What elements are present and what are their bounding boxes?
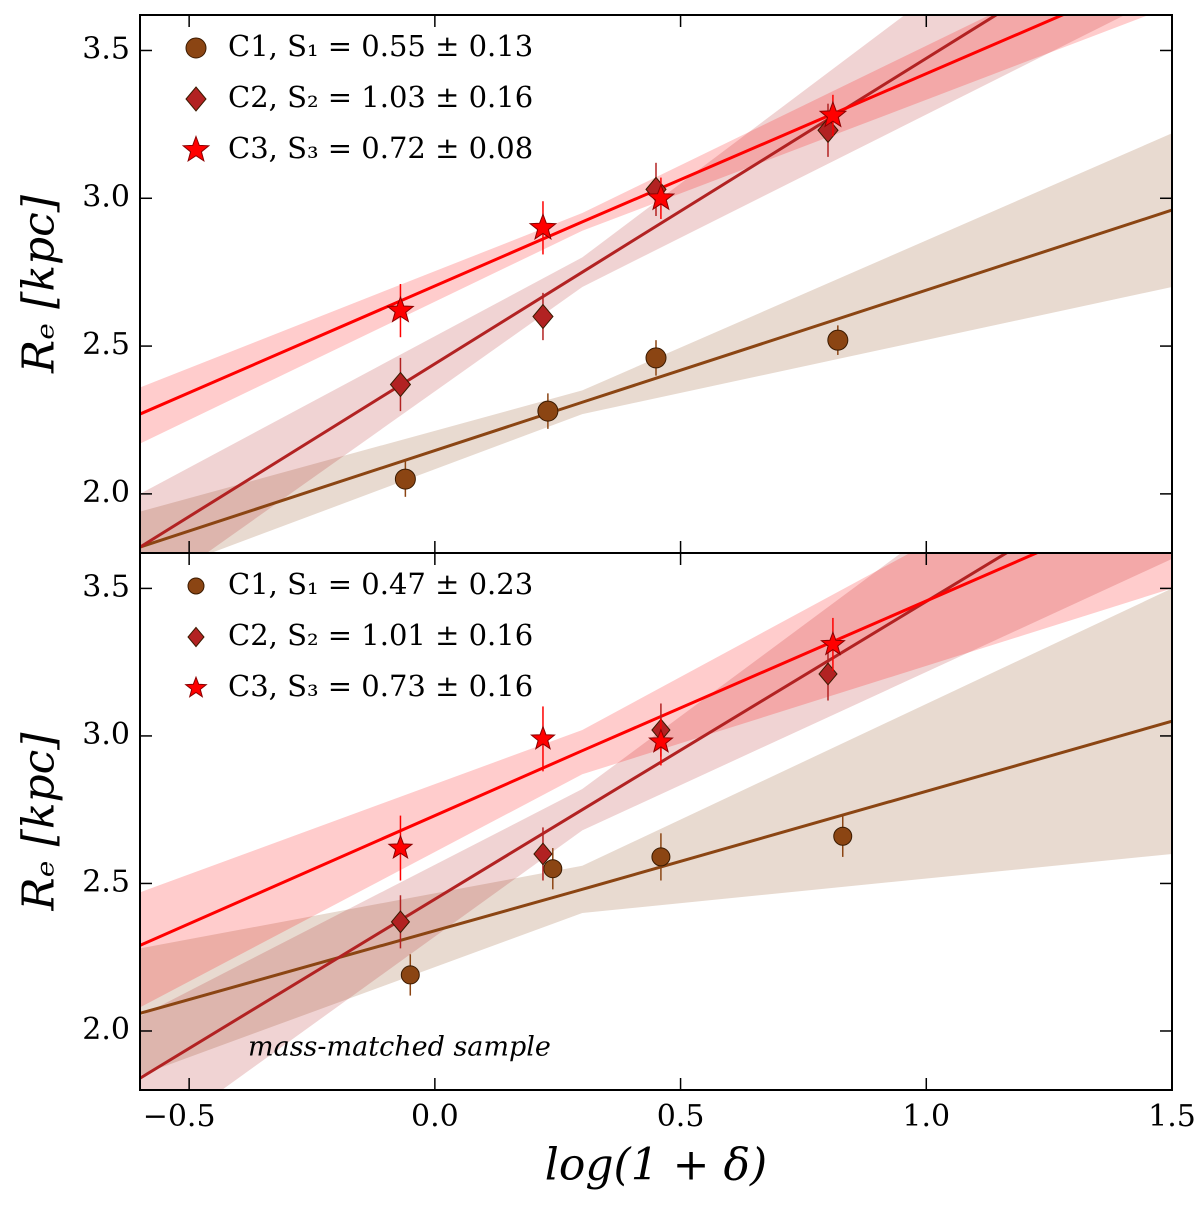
marker-star [648,728,674,753]
fit-line [140,15,999,549]
confidence-band [140,133,1172,553]
marker-circle [400,965,420,985]
fit-line [140,208,1172,549]
marker-star [818,100,848,128]
marker-star [528,212,558,240]
y-tick-label: 3.0 [82,717,130,752]
y-tick-label: 2.5 [82,864,130,899]
marker-diamond [533,842,553,866]
legend-label: C2, S₂ = 1.01 ± 0.16 [228,618,533,652]
legend-label: C1, S₁ = 0.55 ± 0.13 [228,29,533,63]
y-tick-label: 2.0 [82,475,130,510]
axes-frame [139,552,1173,1091]
marker-star [530,725,556,750]
y-tick-label: 2.5 [82,327,130,362]
marker-diamond [532,303,554,330]
marker-diamond [187,626,205,648]
marker-circle [827,329,849,351]
legend-label: C3, S₃ = 0.73 ± 0.16 [228,669,533,703]
marker-star [184,675,208,698]
x-tick-label: 1.0 [902,1099,950,1134]
marker-circle [543,859,563,879]
y-tick-label: 3.0 [82,179,130,214]
marker-diamond [389,371,412,398]
fit-line [140,15,1067,416]
plot-area [140,553,1172,1090]
y-tick-label: 2.0 [82,1012,130,1047]
confidence-band [140,588,1172,1076]
x-axis-label: log(1 + δ) [545,1140,767,1191]
marker-star [646,183,676,211]
marker-diamond [185,86,207,112]
confidence-band [140,15,1125,553]
marker-circle [394,468,416,490]
x-tick-label: 0.0 [411,1099,459,1134]
marker-star [387,834,414,860]
fit-line [140,553,1041,947]
x-tick-label: 1.5 [1148,1099,1196,1134]
marker-star [181,135,211,163]
legend-label: C1, S₁ = 0.47 ± 0.23 [228,567,533,601]
y-tick-label: 3.5 [82,569,130,604]
x-tick-label: −0.5 [143,1099,216,1134]
marker-circle [651,847,671,867]
y-axis-label: Rₑ [kpc] [14,732,65,912]
confidence-band [140,553,1172,1090]
fit-line [140,719,1172,1015]
marker-star [386,295,415,323]
marker-diamond [390,910,411,934]
marker-star [820,630,846,656]
marker-circle [537,400,559,422]
annotation: mass-matched sample [248,1032,551,1063]
marker-circle [645,347,667,369]
y-axis-label: Rₑ [kpc] [14,194,65,374]
marker-circle [187,577,205,595]
marker-circle [833,826,853,846]
y-tick-label: 3.5 [82,31,130,66]
confidence-band [140,553,1172,1008]
legend-label: C2, S₂ = 1.03 ± 0.16 [228,80,533,114]
legend-label: C3, S₃ = 0.72 ± 0.08 [228,131,533,165]
marker-circle [185,37,207,59]
plot-area [140,15,1172,553]
x-tick-label: 0.5 [657,1099,705,1134]
fit-line [140,553,1010,1080]
